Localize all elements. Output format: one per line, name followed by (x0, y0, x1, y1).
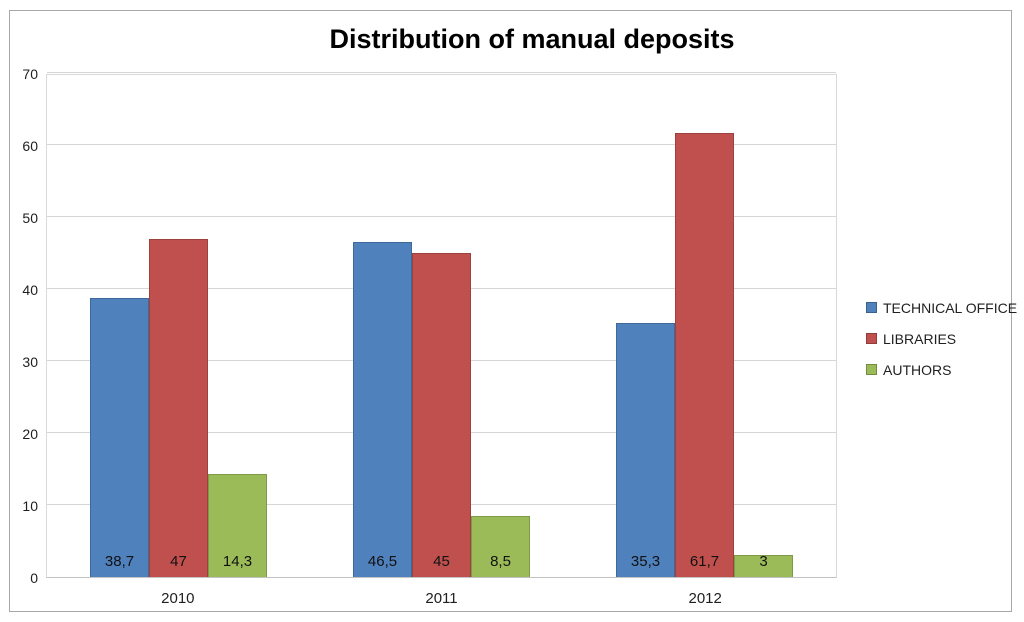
data-label-technical-office-2010: 38,7 (104, 553, 135, 570)
x-axis-category-labels: 2010 2011 2012 (46, 589, 837, 609)
y-tick-label-20: 20 (22, 426, 38, 442)
legend: TECHNICAL OFFICE LIBRARIES AUTHORS (866, 292, 1017, 385)
data-label-authors-2010: 14,3 (222, 553, 253, 570)
y-tick-label-40: 40 (22, 282, 38, 298)
y-tick-label-10: 10 (22, 498, 38, 514)
y-tick-label-70: 70 (22, 66, 38, 82)
x-category-label-2012: 2012 (688, 590, 722, 607)
x-category-label-2010: 2010 (161, 590, 195, 607)
legend-marker-icon (866, 364, 877, 375)
y-tick-label-60: 60 (22, 138, 38, 154)
bar-libraries-2012: 61,7 (675, 132, 734, 577)
data-label-technical-office-2011: 46,5 (367, 553, 398, 570)
data-label-authors-2011: 8,5 (490, 553, 511, 570)
bar-group-2012: 35,3 61,7 3 (573, 75, 836, 577)
bar-authors-2012: 3 (734, 553, 793, 577)
chart-title: Distribution of manual deposits (329, 24, 735, 54)
gridline-70 (47, 72, 836, 73)
legend-label: LIBRARIES (883, 330, 957, 347)
bar-technical-office-2012: 35,3 (616, 322, 675, 577)
data-label-libraries-2011: 45 (433, 553, 450, 570)
bar-groups: 38,7 47 14,3 46,5 45 8,5 35,3 61,7 3 (47, 75, 836, 577)
bar-authors-2010: 14,3 (208, 474, 267, 577)
data-label-technical-office-2012: 35,3 (630, 553, 661, 570)
data-label-libraries-2010: 47 (170, 553, 187, 570)
legend-item-authors: AUTHORS (866, 354, 1017, 385)
legend-item-technical-office: TECHNICAL OFFICE (866, 292, 1017, 323)
bar-group-2010: 38,7 47 14,3 (47, 75, 310, 577)
data-label-libraries-2012: 61,7 (689, 553, 720, 570)
gridline-50 (47, 216, 836, 217)
bar-libraries-2011: 45 (412, 253, 471, 577)
legend-marker-icon (866, 302, 877, 313)
legend-label: TECHNICAL OFFICE (883, 299, 1018, 316)
x-category-label-2011: 2011 (425, 590, 458, 607)
gridline-60 (47, 144, 836, 145)
y-tick-label-0: 0 (30, 570, 38, 586)
y-tick-label-30: 30 (22, 354, 38, 370)
legend-label: AUTHORS (883, 361, 952, 378)
plot-area: 38,7 47 14,3 46,5 45 8,5 35,3 61,7 3 (46, 72, 837, 578)
y-tick-label-50: 50 (22, 210, 38, 226)
bar-technical-office-2010: 38,7 (90, 298, 149, 577)
bar-libraries-2010: 47 (149, 238, 208, 577)
legend-item-libraries: LIBRARIES (866, 323, 1017, 354)
bar-authors-2011: 8,5 (471, 515, 530, 577)
bar-technical-office-2011: 46,5 (353, 242, 412, 577)
data-label-authors-2012: 3 (759, 553, 768, 570)
legend-marker-icon (866, 333, 877, 344)
bar-group-2011: 46,5 45 8,5 (310, 75, 573, 577)
